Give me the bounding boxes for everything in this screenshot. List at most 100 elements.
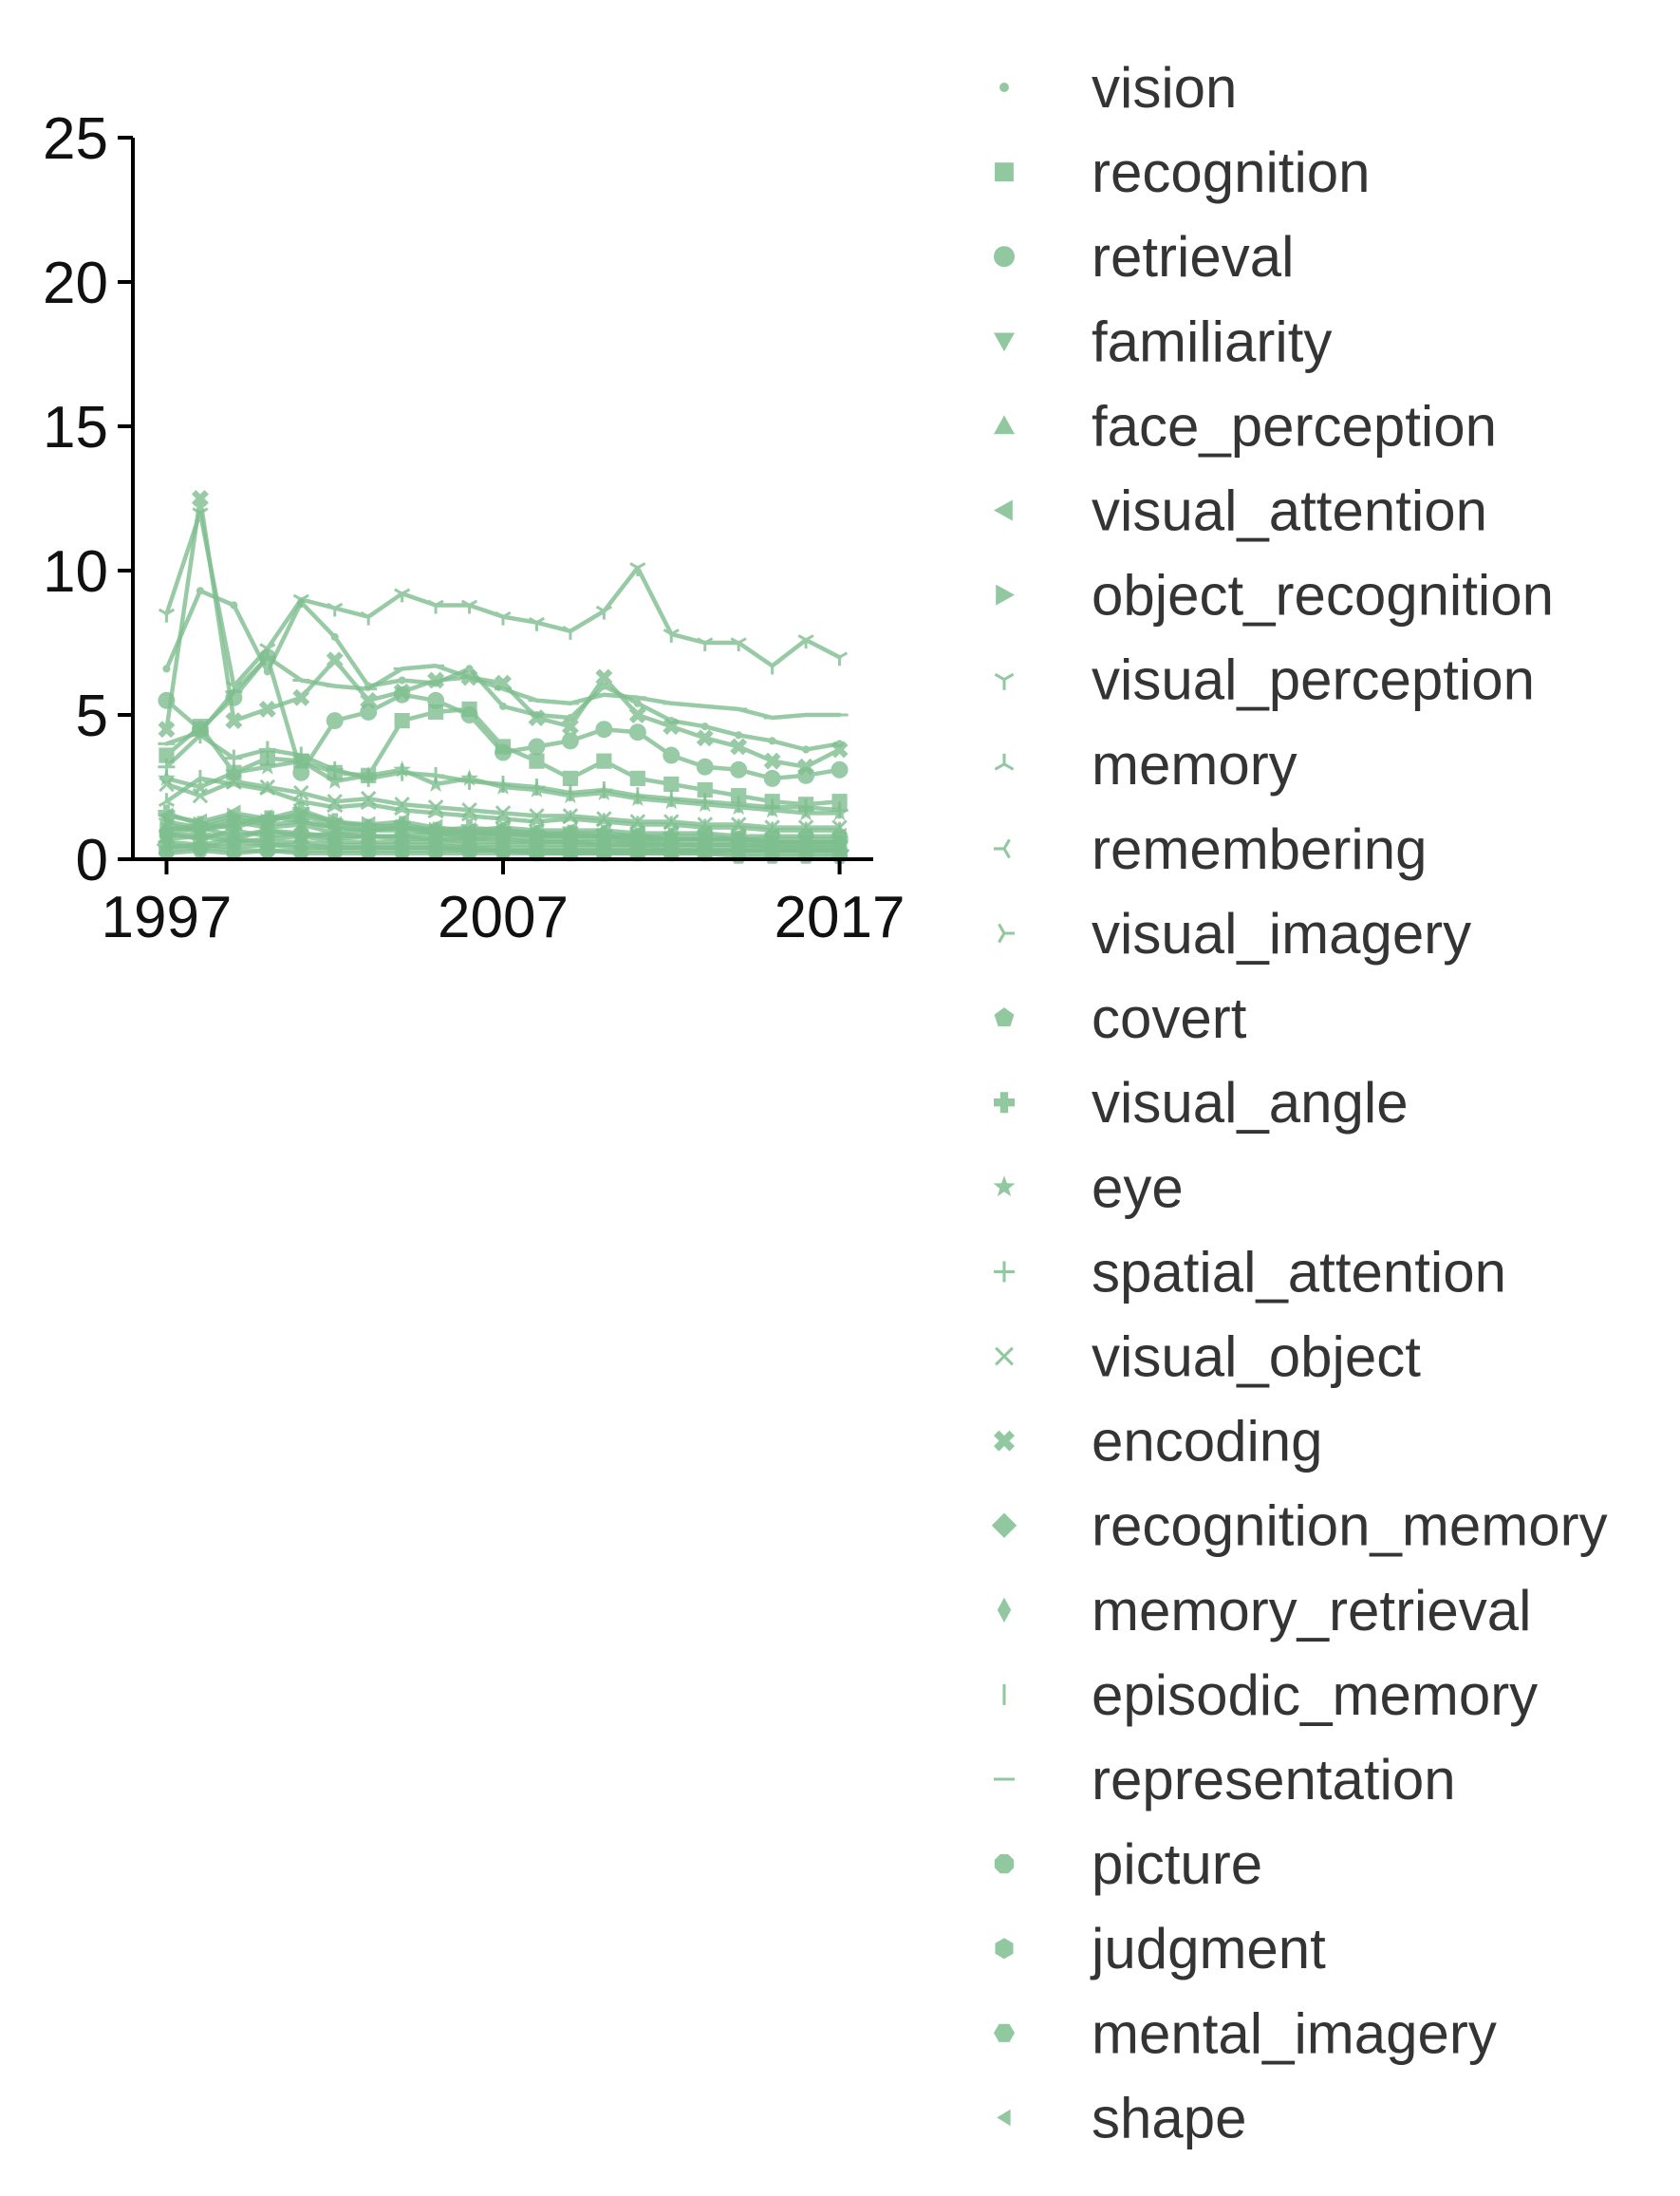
- data-point-eye-1997: [158, 768, 176, 786]
- data-point-retrieval-2008: [528, 738, 546, 756]
- data-point-recognition-2012: [663, 776, 680, 793]
- data-point-retrieval-2014: [730, 760, 748, 779]
- data-point-spatial_attention-2001: [292, 746, 310, 764]
- legend-item-face_perception: face_perception: [994, 394, 1497, 458]
- data-point-shape-2007: [496, 826, 509, 840]
- legend-item-picture: picture: [994, 1832, 1262, 1896]
- data-point-recognition-2017: [831, 794, 848, 810]
- data-point-retrieval-2017: [831, 760, 849, 779]
- data-point-shape-2002: [328, 820, 341, 835]
- data-point-shape-2014: [732, 832, 744, 846]
- legend-label: episodic_memory: [1092, 1663, 1538, 1727]
- data-point-spatial_attention-2005: [427, 766, 445, 784]
- data-point-eye-2000: [258, 757, 277, 775]
- legend-item-covert: covert: [994, 986, 1247, 1050]
- legend-marker-mental_imagery: [994, 2023, 1015, 2042]
- legend-marker-vision: [999, 83, 1009, 92]
- data-point-visual_perception-2011: [629, 562, 646, 576]
- data-point-shape-2001: [294, 815, 307, 829]
- data-point-shape-2015: [766, 835, 778, 849]
- data-point-encoding-2015: [763, 752, 781, 770]
- data-point-shape-2000: [261, 809, 273, 823]
- data-point-mental_imagery-2002: [326, 846, 344, 861]
- legend-label: remembering: [1092, 817, 1427, 881]
- legend-marker-recognition_memory: [991, 1512, 1017, 1538]
- legend-marker-visual_perception: [994, 672, 1015, 690]
- data-point-encoding-2012: [663, 718, 681, 736]
- data-point-retrieval-2012: [663, 746, 681, 764]
- legend-marker-encoding: [994, 1430, 1015, 1452]
- data-point-recognition-2009: [562, 770, 579, 786]
- data-point-spatial_attention-2008: [528, 779, 546, 796]
- legend-label: picture: [1092, 1832, 1262, 1896]
- x-tick-label: 2017: [775, 885, 905, 950]
- legend-label: memory: [1092, 733, 1297, 797]
- data-point-vision-2002: [330, 632, 339, 641]
- data-point-judgment-2004: [394, 830, 410, 848]
- data-point-visual_object-2013: [697, 816, 713, 833]
- data-point-retrieval-2005: [427, 691, 445, 709]
- data-point-visual_perception-2005: [427, 599, 444, 614]
- legend-item-spatial_attention: spatial_attention: [994, 1240, 1506, 1304]
- legend-item-retrieval: retrieval: [994, 225, 1294, 289]
- data-point-shape-2008: [531, 829, 542, 843]
- data-point-mental_imagery-2011: [628, 846, 646, 861]
- legend-marker-recognition: [995, 162, 1014, 181]
- data-point-shape-2017: [833, 835, 845, 849]
- legend-marker-object_recognition: [996, 584, 1015, 606]
- data-point-spatial_attention-2017: [831, 801, 849, 819]
- legend-marker-face_perception: [994, 415, 1015, 435]
- legend-label: visual_attention: [1092, 479, 1487, 543]
- data-point-shape-2016: [799, 835, 812, 849]
- legend-item-familiarity: familiarity: [994, 310, 1332, 373]
- data-point-visual_angle-2001: [292, 801, 310, 819]
- data-point-visual_perception-2009: [562, 626, 579, 640]
- legend-label: visual_angle: [1092, 1071, 1409, 1135]
- data-point-spatial_attention-2009: [561, 784, 579, 802]
- data-point-recognition-2013: [697, 781, 713, 798]
- data-point-encoding-2003: [360, 691, 378, 709]
- data-point-memory-1997: [158, 793, 176, 808]
- legend-marker-retrieval: [994, 246, 1015, 268]
- series-visual_perception: [158, 507, 849, 695]
- y-tick-label: 0: [76, 828, 108, 893]
- data-point-visual_object-2015: [764, 819, 780, 835]
- legend-marker-remembering: [994, 838, 1011, 859]
- data-point-eye-1999: [224, 762, 243, 780]
- data-point-spatial_attention-2006: [460, 772, 478, 790]
- data-point-retrieval-2006: [460, 706, 478, 723]
- data-point-encoding-1999: [225, 712, 243, 730]
- legend-marker-memory_retrieval: [997, 1597, 1012, 1623]
- data-point-encoding-2000: [258, 700, 276, 718]
- data-point-visual_angle-2006: [460, 818, 478, 836]
- data-point-visual_object-2005: [427, 799, 444, 816]
- legend-item-object_recognition: object_recognition: [996, 564, 1554, 628]
- data-point-vision-2007: [498, 702, 508, 710]
- data-point-vision-2006: [465, 665, 474, 673]
- data-point-visual_perception-2016: [797, 634, 814, 648]
- data-point-eye-1998: [191, 778, 210, 796]
- data-point-visual_perception-2006: [460, 599, 478, 614]
- data-point-spatial_attention-1997: [158, 758, 176, 776]
- legend-item-recognition: recognition: [995, 141, 1371, 204]
- data-point-encoding-2013: [696, 729, 714, 747]
- data-point-mental_imagery-2003: [360, 846, 378, 861]
- legend-label: judgment: [1090, 1917, 1326, 1980]
- data-point-vision-2015: [768, 737, 776, 745]
- legend-item-mental_imagery: mental_imagery: [994, 2001, 1497, 2065]
- data-point-visual_object-2016: [797, 819, 814, 835]
- data-point-mental_imagery-1999: [225, 846, 243, 861]
- data-point-recognition-2008: [529, 753, 545, 769]
- legend: vision recognition retrieval familiarity fac…: [991, 56, 1608, 2149]
- series-spatial_attention: [158, 726, 849, 819]
- data-point-visual_perception-2014: [730, 637, 747, 651]
- data-point-visual_object-2011: [629, 814, 646, 830]
- data-point-visual_angle-2002: [326, 813, 344, 831]
- series-vision: [162, 587, 844, 754]
- legend-marker-visual_object: [995, 1346, 1014, 1366]
- legend-label: representation: [1092, 1748, 1456, 1811]
- data-point-vision-2013: [700, 723, 709, 731]
- data-point-visual_perception-2002: [327, 602, 344, 617]
- legend-label: eye: [1092, 1155, 1184, 1219]
- legend-item-judgment: judgment: [995, 1917, 1326, 1980]
